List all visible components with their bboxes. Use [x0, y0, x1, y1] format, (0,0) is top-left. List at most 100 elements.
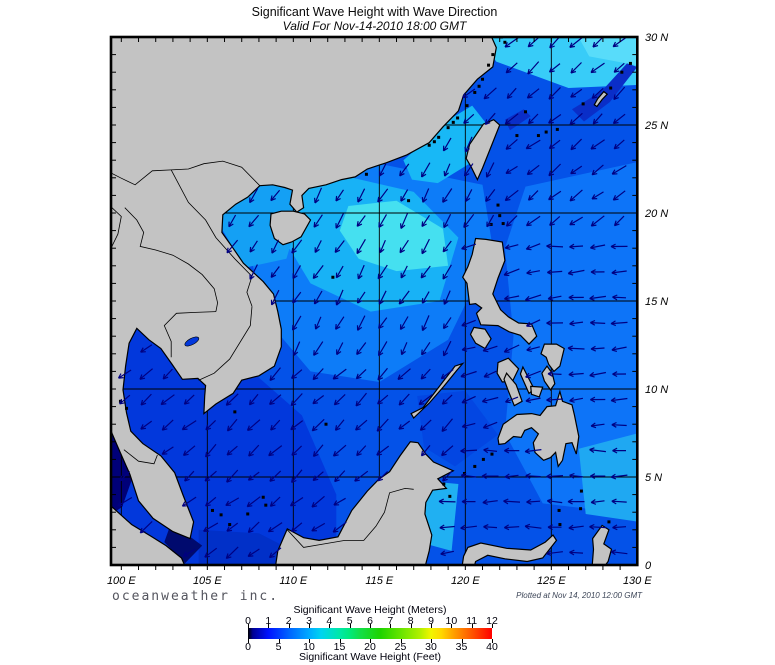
legend-feet-value: 25: [394, 641, 407, 653]
wave-arrow: [225, 393, 239, 406]
island-speck: [555, 127, 559, 131]
wave-arrow: [420, 265, 431, 279]
wave-arrow: [506, 87, 517, 99]
wave-arrow: [548, 86, 561, 100]
legend-feet-tick: [461, 639, 463, 643]
wave-arrow: [482, 421, 498, 429]
wave-arrow: [290, 420, 304, 431]
wave-arrow: [546, 550, 563, 557]
wave-arrow: [355, 419, 368, 431]
wave-arrow: [269, 470, 282, 482]
land-bohol: [530, 385, 544, 398]
wave-arrow: [378, 290, 387, 305]
border-thailand-cambodia: [163, 311, 216, 358]
island-speck: [264, 503, 268, 507]
wave-arrow: [355, 392, 367, 407]
wave-arrow: [440, 369, 454, 380]
wave-arrow: [332, 444, 347, 457]
wave-arrow: [611, 346, 627, 352]
wave-arrow: [442, 188, 453, 203]
wave-arrow: [291, 469, 303, 484]
wave-arrow: [503, 344, 520, 353]
wave-arrow: [292, 265, 302, 280]
wave-arrow: [525, 472, 541, 479]
wave-arrow: [312, 395, 325, 405]
wave-arrow: [590, 215, 605, 227]
island-speck: [620, 70, 624, 74]
wave-arrow: [504, 447, 520, 454]
wave-arrow: [335, 213, 344, 229]
wave-arrow: [247, 471, 260, 481]
wave-arrow: [527, 61, 540, 75]
wave-arrow: [464, 163, 474, 177]
island-speck: [324, 422, 328, 426]
lon-label: 100 E: [107, 575, 136, 587]
legend-feet-value: 35: [455, 641, 468, 653]
wave-arrow: [421, 341, 431, 356]
wave-arrow: [569, 549, 584, 556]
wave-arrow: [443, 213, 452, 229]
wave-arrow: [568, 371, 584, 378]
wave-arrow: [503, 498, 521, 505]
island-speck: [465, 104, 469, 108]
wave-arrow: [547, 370, 562, 377]
wave-arrow: [205, 419, 217, 431]
wave-arrow: [504, 244, 519, 250]
wave-arrow: [226, 445, 238, 456]
wave-arrow: [312, 471, 324, 482]
wave-arrow: [334, 419, 345, 431]
wave-arrow: [483, 370, 497, 378]
wave-arrow: [504, 473, 519, 480]
wave-arrow: [313, 214, 323, 228]
wave-arrow: [139, 368, 153, 380]
lat-label: 30 N: [645, 32, 668, 44]
wave-arrow: [442, 240, 452, 253]
island-speck: [544, 130, 548, 134]
valid-time-subtitle: Valid For Nov-14-2010 18:00 GMT: [282, 19, 467, 33]
legend-meters-value: 12: [486, 615, 498, 627]
wave-arrow: [398, 393, 410, 406]
border-laos-thailand: [124, 207, 219, 312]
wave-arrow: [461, 395, 476, 404]
wave-arrow: [377, 367, 388, 381]
wave-arrow: [441, 445, 454, 457]
wave-arrow: [526, 88, 540, 99]
wave-arrow: [335, 316, 345, 330]
wave-arrow: [505, 138, 518, 150]
wave-arrow: [481, 396, 499, 404]
wave-arrow: [441, 394, 453, 405]
wave-arrow: [613, 139, 625, 150]
wave-arrow: [311, 418, 325, 432]
wave-arrow: [314, 316, 322, 330]
wave-arrow: [460, 370, 477, 378]
wave-arrow: [292, 341, 301, 356]
wave-arrow: [443, 163, 451, 177]
legend-feet-value: 40: [486, 641, 498, 653]
wave-arrow: [355, 368, 367, 380]
wave-arrow: [524, 294, 542, 302]
wave-arrow: [421, 238, 430, 255]
island-speck: [481, 77, 485, 81]
wave-arrow: [270, 189, 281, 202]
wave-arrow: [246, 496, 261, 508]
island-speck: [503, 40, 507, 44]
page-title: Significant Wave Height with Wave Direct…: [251, 5, 498, 19]
wave-arrow: [610, 549, 628, 556]
wave-arrow: [461, 498, 476, 505]
legend-meters-value: 8: [407, 615, 414, 627]
wave-arrow: [399, 316, 409, 331]
wave-arrow: [269, 394, 282, 405]
legend-feet-value: 15: [333, 641, 346, 653]
wave-arrow: [503, 268, 520, 277]
wave-arrow: [589, 319, 606, 326]
lat-label: 10 N: [645, 384, 668, 396]
wave-arrow: [291, 522, 303, 533]
wave-arrow: [226, 469, 239, 483]
wave-arrow: [504, 113, 519, 125]
wave-arrow: [356, 238, 366, 255]
wave-arrow: [590, 396, 606, 403]
island-speck: [473, 464, 477, 468]
wave-arrow: [590, 422, 605, 429]
wave-arrow: [481, 473, 499, 480]
wave-arrow: [117, 496, 133, 507]
